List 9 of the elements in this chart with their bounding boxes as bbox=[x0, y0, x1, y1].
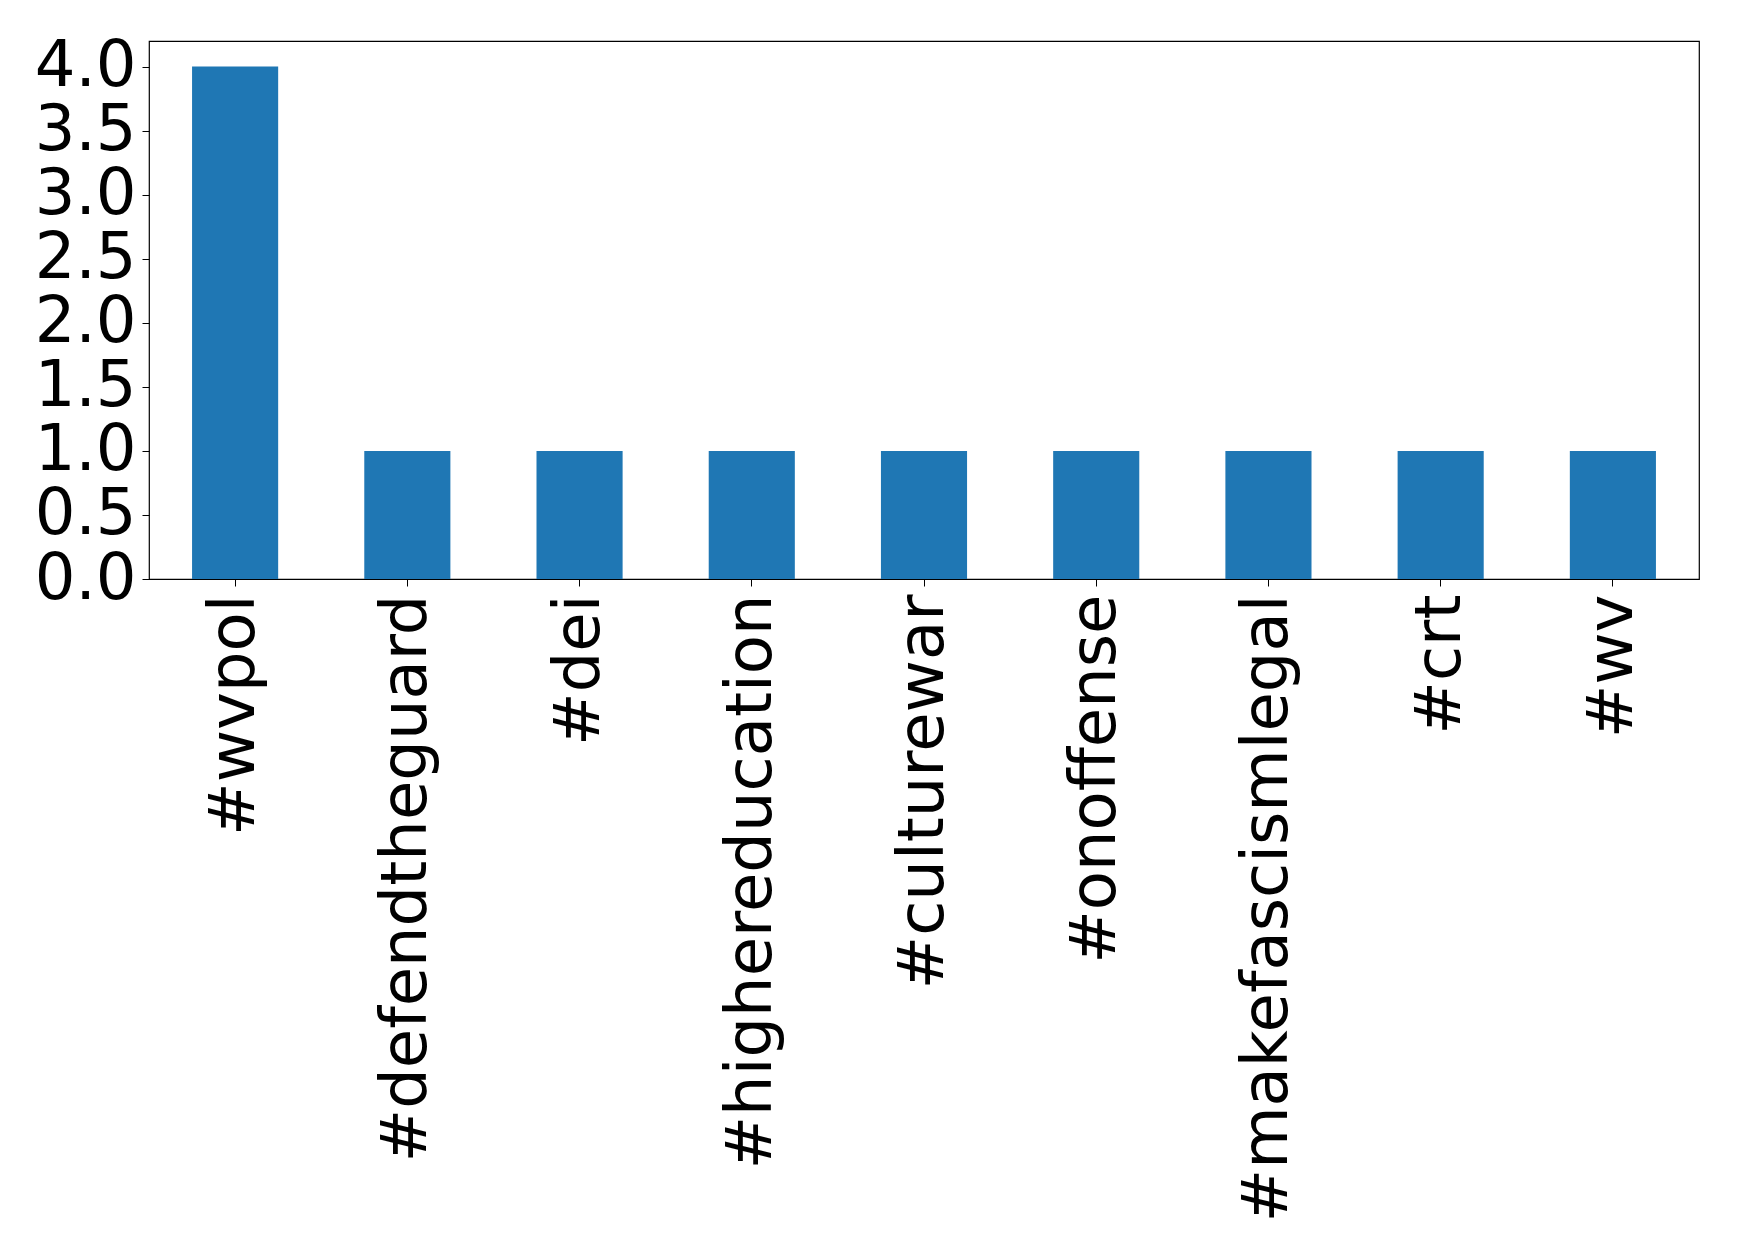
x-tick-label: #dei bbox=[539, 594, 614, 746]
x-tick-label: #onoffense bbox=[1056, 594, 1131, 964]
x-tick-label: #wv bbox=[1572, 594, 1647, 739]
x-tick-label: #defendtheguard bbox=[367, 594, 442, 1163]
x-tick-label: #makefascismlegal bbox=[1228, 594, 1303, 1223]
x-tick-label: #crt bbox=[1400, 594, 1475, 735]
x-tick-label: #culturewar bbox=[884, 593, 958, 990]
x-tick-label: #highereducation bbox=[711, 594, 786, 1170]
x-tick-label: #wvpol bbox=[195, 594, 270, 836]
